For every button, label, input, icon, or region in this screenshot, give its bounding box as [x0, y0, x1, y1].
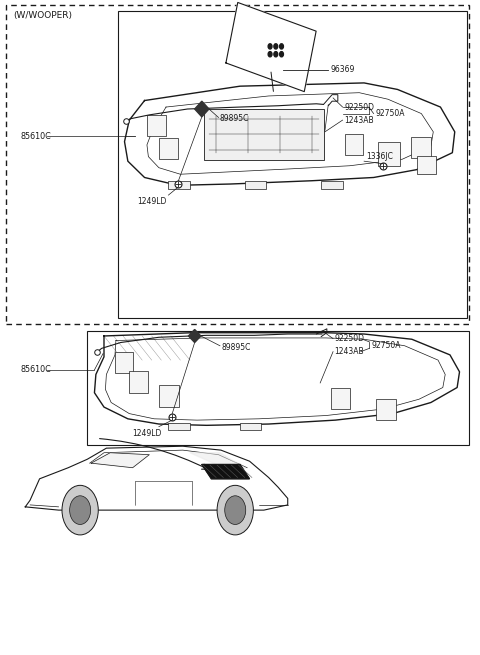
- Bar: [168, 423, 190, 430]
- Bar: [168, 181, 190, 189]
- Text: 85610C: 85610C: [21, 365, 51, 375]
- Text: 1336JC: 1336JC: [366, 152, 393, 161]
- Bar: [331, 388, 350, 409]
- Bar: [245, 181, 266, 189]
- Circle shape: [268, 52, 272, 57]
- Text: 1243AB: 1243AB: [344, 115, 373, 124]
- Bar: [321, 181, 343, 189]
- Text: 92750A: 92750A: [375, 109, 405, 118]
- Text: 92250D: 92250D: [335, 334, 364, 343]
- Bar: [6, 5, 469, 324]
- Polygon shape: [189, 329, 201, 343]
- Bar: [147, 115, 166, 136]
- Bar: [376, 400, 396, 420]
- Text: 1249LD: 1249LD: [132, 428, 162, 438]
- Text: 92250D: 92250D: [344, 103, 374, 111]
- Circle shape: [280, 44, 283, 49]
- Polygon shape: [202, 464, 250, 479]
- Bar: [87, 331, 469, 445]
- Text: 85610C: 85610C: [21, 132, 51, 141]
- FancyBboxPatch shape: [204, 109, 324, 160]
- Circle shape: [280, 52, 283, 57]
- Polygon shape: [195, 101, 209, 117]
- Polygon shape: [226, 3, 316, 92]
- Polygon shape: [25, 446, 288, 510]
- Circle shape: [70, 496, 91, 525]
- Polygon shape: [95, 333, 459, 425]
- Circle shape: [225, 496, 246, 525]
- Text: 92750A: 92750A: [371, 341, 401, 350]
- Polygon shape: [124, 83, 455, 185]
- Bar: [345, 134, 363, 155]
- Text: 89895C: 89895C: [221, 343, 251, 352]
- Text: 89895C: 89895C: [220, 114, 249, 123]
- Bar: [411, 137, 431, 158]
- Text: 96369: 96369: [331, 66, 355, 75]
- Bar: [378, 142, 400, 166]
- Bar: [115, 352, 133, 373]
- Text: 1243AB: 1243AB: [335, 347, 364, 356]
- Bar: [118, 11, 467, 318]
- Polygon shape: [190, 453, 246, 468]
- Bar: [159, 385, 179, 407]
- Circle shape: [62, 485, 98, 535]
- Circle shape: [274, 52, 278, 57]
- Circle shape: [217, 485, 253, 535]
- Bar: [159, 138, 178, 159]
- Bar: [240, 423, 262, 430]
- Circle shape: [268, 44, 272, 49]
- Polygon shape: [91, 453, 149, 468]
- Text: 1249LD: 1249LD: [137, 197, 167, 206]
- Bar: [129, 371, 148, 393]
- Circle shape: [274, 44, 278, 49]
- Text: (W/WOOPER): (W/WOOPER): [13, 11, 72, 20]
- Bar: [417, 156, 436, 174]
